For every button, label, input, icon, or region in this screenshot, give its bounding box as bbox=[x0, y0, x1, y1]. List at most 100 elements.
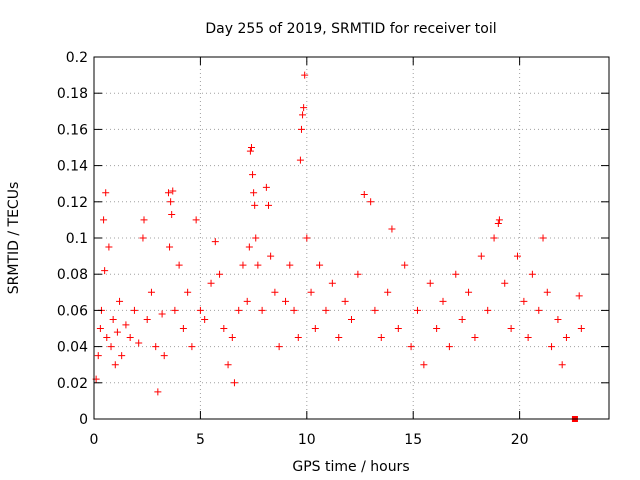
data-point bbox=[286, 261, 294, 269]
data-points bbox=[92, 71, 585, 422]
data-point bbox=[539, 234, 547, 242]
data-point bbox=[520, 297, 528, 305]
data-point bbox=[501, 279, 509, 287]
data-point bbox=[101, 267, 109, 275]
y-tick-label: 0.04 bbox=[57, 340, 88, 356]
data-point bbox=[102, 189, 110, 197]
data-point bbox=[513, 252, 521, 260]
data-point bbox=[262, 183, 270, 191]
data-point bbox=[96, 325, 104, 332]
data-point bbox=[307, 288, 315, 296]
data-point bbox=[294, 334, 302, 342]
data-point bbox=[169, 187, 177, 195]
x-tick-label: 20 bbox=[511, 432, 529, 448]
data-point bbox=[246, 147, 254, 155]
data-point bbox=[116, 297, 124, 305]
data-point bbox=[371, 306, 379, 314]
data-point bbox=[103, 334, 111, 342]
x-axis-label: GPS time / hours bbox=[292, 459, 409, 475]
data-point bbox=[548, 343, 556, 351]
data-point bbox=[360, 191, 368, 199]
data-point bbox=[243, 297, 251, 305]
data-point bbox=[458, 315, 466, 323]
data-point bbox=[235, 306, 243, 314]
chart-title: Day 255 of 2019, SRMTID for receiver toi… bbox=[205, 21, 496, 37]
data-point bbox=[252, 234, 260, 242]
y-tick-label: 0.06 bbox=[57, 303, 88, 319]
data-point bbox=[384, 288, 392, 296]
data-point bbox=[484, 306, 492, 314]
data-point bbox=[367, 198, 375, 206]
data-point bbox=[230, 379, 238, 387]
data-point bbox=[100, 216, 108, 224]
data-point bbox=[228, 334, 236, 342]
tick-labels: 0 0.02 0.04 0.06 0.08 0.1 0.12 0.14 0.16 0.18 0.2 0… bbox=[57, 50, 529, 448]
data-point bbox=[543, 288, 551, 296]
data-point bbox=[311, 325, 319, 332]
y-tick-label: 0 bbox=[79, 412, 88, 428]
data-point bbox=[282, 297, 290, 305]
data-point bbox=[275, 343, 283, 351]
data-point bbox=[118, 352, 126, 360]
axis-ticks bbox=[93, 56, 609, 420]
data-point bbox=[507, 325, 515, 332]
data-point bbox=[471, 334, 479, 342]
data-point bbox=[179, 325, 187, 332]
data-point bbox=[348, 315, 355, 323]
data-point bbox=[322, 306, 330, 314]
data-point bbox=[113, 328, 121, 336]
data-point bbox=[388, 225, 396, 233]
y-tick-label: 0.16 bbox=[57, 122, 88, 138]
data-point bbox=[94, 352, 102, 360]
data-point bbox=[297, 125, 305, 133]
data-point bbox=[211, 238, 219, 246]
data-point bbox=[139, 234, 147, 242]
y-tick-label: 0.14 bbox=[57, 159, 88, 175]
data-point bbox=[143, 315, 151, 323]
data-point bbox=[300, 104, 308, 112]
data-point bbox=[267, 252, 275, 260]
data-point bbox=[433, 325, 441, 332]
data-point bbox=[147, 288, 155, 296]
data-point bbox=[184, 288, 192, 296]
data-point bbox=[152, 343, 160, 351]
data-point bbox=[577, 325, 585, 332]
data-point bbox=[254, 261, 262, 269]
data-point bbox=[216, 270, 224, 278]
data-point bbox=[335, 334, 343, 342]
data-point bbox=[207, 279, 215, 287]
data-point bbox=[394, 325, 402, 332]
data-point bbox=[452, 270, 460, 278]
grid bbox=[94, 57, 609, 419]
data-point bbox=[220, 325, 228, 332]
data-point bbox=[554, 315, 562, 323]
data-point bbox=[420, 361, 428, 369]
y-tick-label: 0.12 bbox=[57, 195, 88, 211]
data-point bbox=[426, 279, 434, 287]
data-point bbox=[303, 234, 311, 242]
x-tick-label: 5 bbox=[196, 432, 205, 448]
data-point bbox=[130, 306, 138, 314]
y-tick-label: 0.02 bbox=[57, 376, 88, 392]
data-point bbox=[160, 352, 168, 360]
data-point bbox=[490, 234, 498, 242]
data-point bbox=[126, 334, 134, 342]
x-tick-label: 10 bbox=[298, 432, 316, 448]
data-point bbox=[328, 279, 336, 287]
data-point bbox=[265, 201, 273, 209]
data-point bbox=[354, 270, 362, 278]
data-point bbox=[258, 306, 266, 314]
data-point bbox=[407, 343, 415, 351]
y-tick-label: 0.08 bbox=[57, 267, 88, 283]
data-point bbox=[477, 252, 485, 260]
data-point bbox=[175, 261, 183, 269]
y-tick-label: 0.2 bbox=[66, 50, 88, 66]
data-point bbox=[154, 388, 162, 396]
data-point bbox=[271, 288, 279, 296]
data-point bbox=[401, 261, 409, 269]
data-point bbox=[445, 343, 453, 351]
data-point bbox=[107, 343, 115, 351]
data-point bbox=[249, 171, 257, 179]
data-point bbox=[224, 361, 232, 369]
